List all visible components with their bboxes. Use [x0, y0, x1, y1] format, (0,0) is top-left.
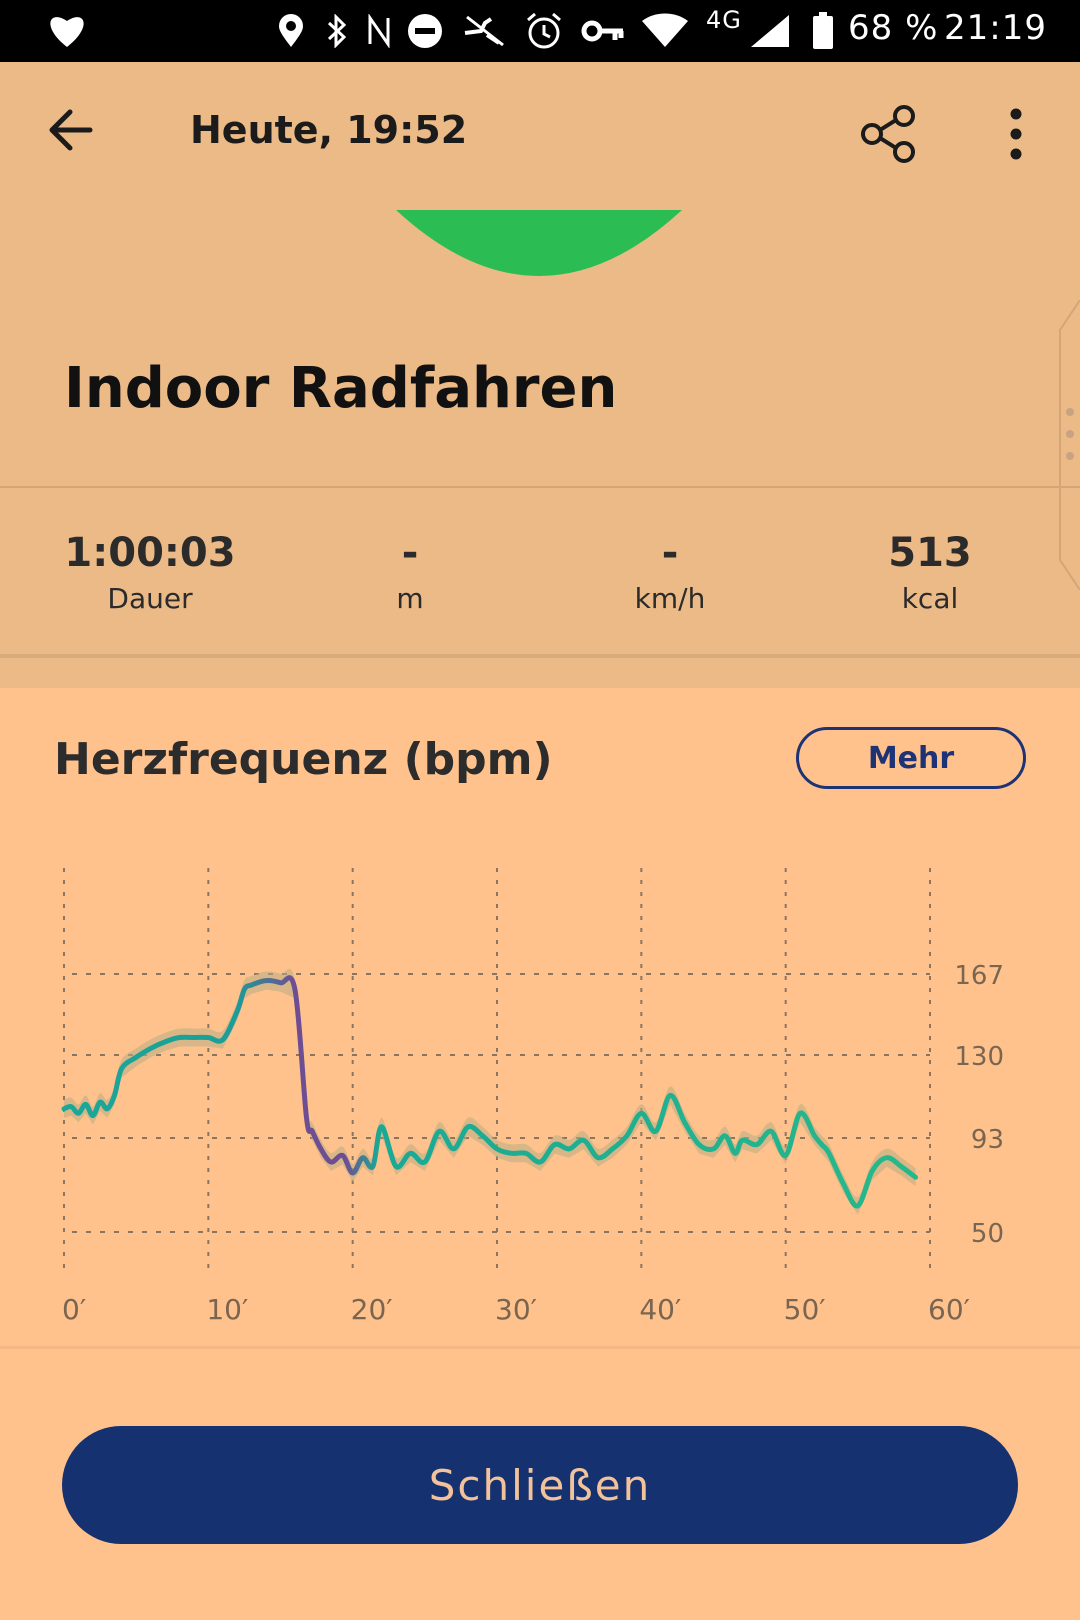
- x-tick-label: 20′: [351, 1293, 393, 1320]
- app-header: Heute, 19:52: [0, 62, 1080, 210]
- y-tick-label: 130: [954, 1042, 1004, 1072]
- stat-label: kcal: [901, 582, 959, 615]
- battery-icon: [810, 12, 836, 49]
- bluetooth-icon: [322, 14, 352, 48]
- y-tick-label: 167: [954, 961, 1004, 991]
- location-icon: [276, 14, 306, 48]
- back-button[interactable]: [42, 102, 106, 158]
- no-sync-icon: [460, 14, 508, 48]
- stat-label: m: [396, 582, 424, 615]
- signal-icon: [748, 14, 792, 48]
- side-panel-handle[interactable]: [1058, 300, 1080, 590]
- y-tick-label: 93: [971, 1125, 1004, 1155]
- heart-rate-chart: 0′ 10′ 20′ 30′ 40′ 50′ 60′ 167 130 93 50: [61, 868, 1004, 1320]
- battery-percent: 68 %: [848, 8, 939, 48]
- divider: [0, 486, 1080, 488]
- heart-rate-line: [61, 975, 919, 1209]
- heart-rate-range-band: [64, 968, 916, 1215]
- stat-label: km/h: [634, 582, 706, 615]
- page-title: Heute, 19:52: [190, 108, 468, 152]
- clock: 21:19: [944, 8, 1047, 48]
- network-type: 4G: [706, 6, 742, 34]
- nfc-icon: [364, 14, 394, 48]
- more-vert-icon: [1010, 108, 1022, 160]
- x-tick-label: 0′: [62, 1293, 86, 1320]
- status-bar: 4G 68 % 21:19: [0, 0, 1080, 62]
- stat-label: Dauer: [107, 582, 193, 615]
- stat-value: 513: [888, 530, 972, 576]
- stat-speed: - km/h: [550, 530, 790, 615]
- x-tick-label: 10′: [206, 1293, 248, 1320]
- do-not-disturb-icon: [406, 14, 444, 48]
- share-button[interactable]: [858, 104, 920, 164]
- stat-calories: 513 kcal: [810, 530, 1050, 615]
- x-tick-label: 30′: [495, 1293, 537, 1320]
- more-options-button[interactable]: [996, 104, 1036, 164]
- arrow-left-icon: [49, 109, 93, 151]
- x-tick-label: 60′: [928, 1293, 970, 1320]
- vpn-key-icon: [580, 14, 626, 48]
- divider: [0, 654, 1080, 658]
- more-button[interactable]: Mehr: [796, 727, 1026, 789]
- activity-name: Indoor Radfahren: [64, 356, 618, 421]
- heart-rate-title: Herzfrequenz (bpm): [54, 734, 553, 785]
- y-tick-label: 50: [971, 1219, 1004, 1249]
- heart-icon: [44, 14, 90, 48]
- stat-value: -: [661, 530, 679, 576]
- close-button[interactable]: Schließen: [62, 1426, 1018, 1544]
- activity-summary-card: Indoor Radfahren 1:00:03 Dauer - m - km/…: [0, 210, 1080, 688]
- stat-duration: 1:00:03 Dauer: [30, 530, 270, 615]
- stat-value: -: [401, 530, 419, 576]
- x-tick-label: 50′: [784, 1293, 826, 1320]
- x-tick-label: 40′: [639, 1293, 681, 1320]
- share-icon: [861, 105, 915, 163]
- sport-badge: [396, 210, 682, 276]
- stat-distance: - m: [290, 530, 530, 615]
- divider: [0, 1346, 1080, 1349]
- wifi-icon: [640, 13, 690, 48]
- stat-value: 1:00:03: [64, 530, 236, 576]
- alarm-icon: [524, 12, 564, 49]
